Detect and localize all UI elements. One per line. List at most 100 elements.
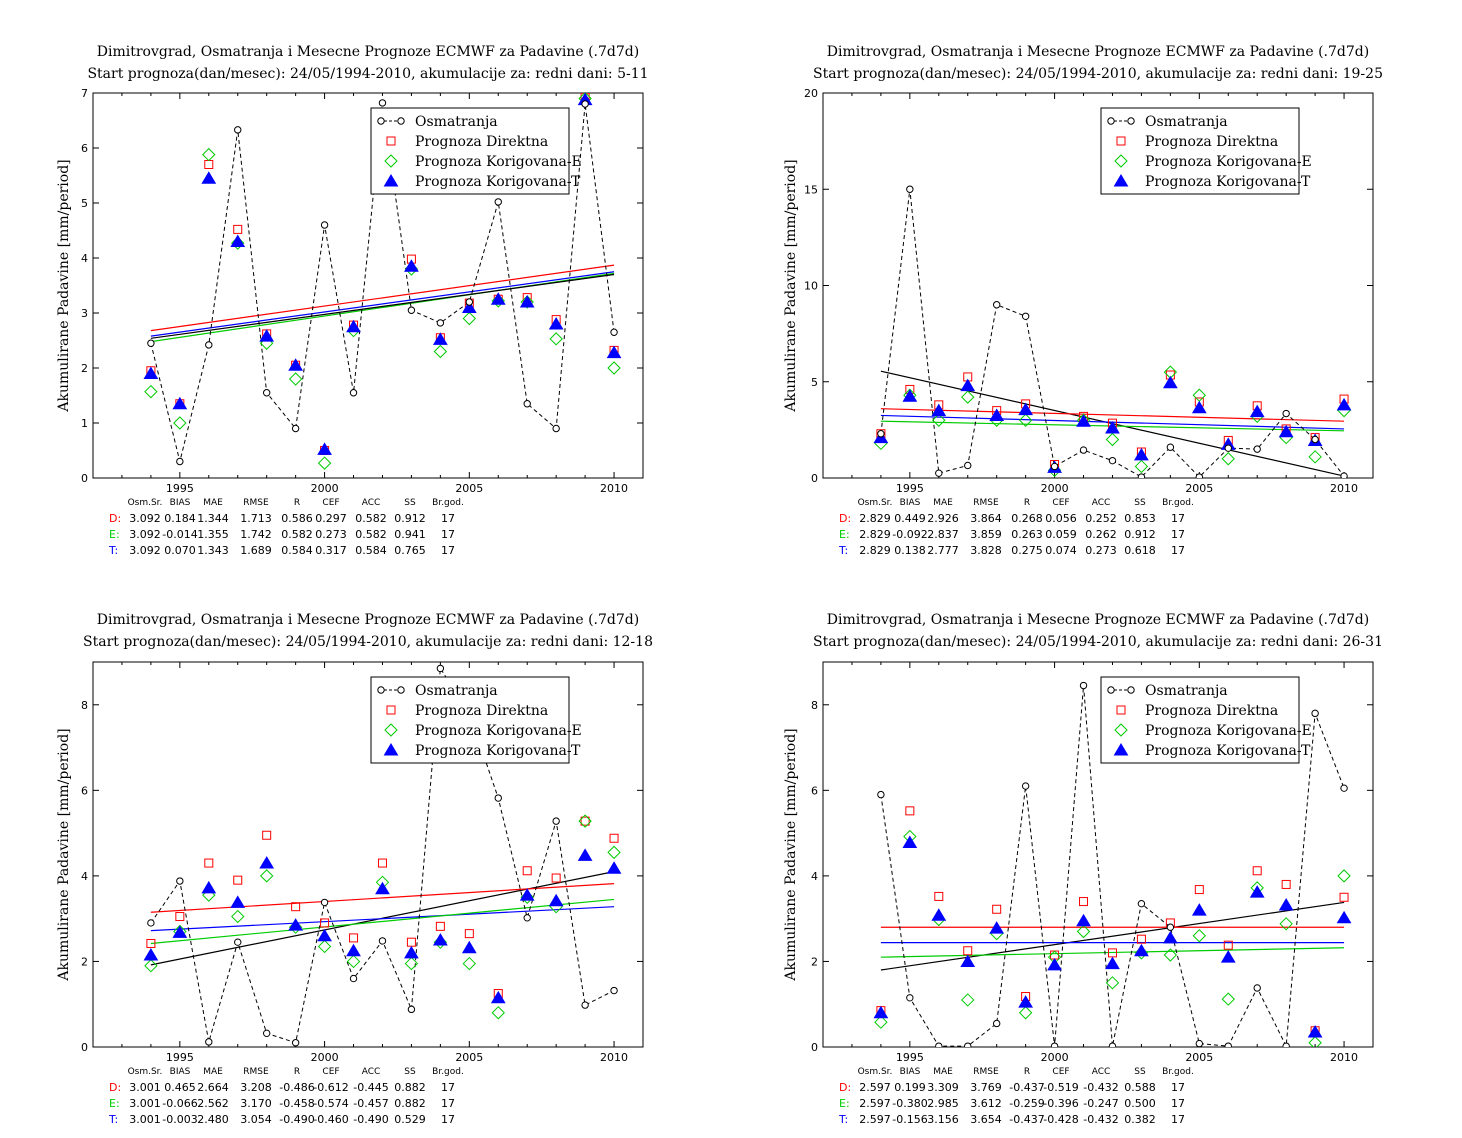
korig-t-point — [519, 295, 535, 308]
legend-label: Osmatranja — [415, 683, 498, 699]
stats-value: 0.584 — [355, 544, 387, 557]
korig-e-point — [961, 993, 975, 1007]
y-tick-label: 8 — [81, 699, 88, 712]
stats-value: 2.829 — [859, 528, 891, 541]
stats-value: 0.882 — [394, 1097, 426, 1110]
x-tick-label: 2005 — [455, 482, 483, 495]
stats-header: SS — [404, 498, 416, 508]
direct-point — [1050, 950, 1060, 960]
trend-line-korig-e — [150, 898, 615, 945]
observed-point — [262, 1029, 271, 1038]
stats-header: ACC — [362, 1067, 381, 1077]
korig-e-point — [433, 344, 448, 359]
observed-point — [906, 994, 914, 1002]
direct-point — [522, 866, 532, 876]
trend-line-direct — [150, 264, 615, 332]
observed-point — [906, 185, 914, 193]
stats-header: SS — [1134, 498, 1146, 508]
korig-t-point — [902, 835, 918, 849]
stats-header: BIAS — [900, 1067, 921, 1077]
stats-header: Br.god. — [432, 498, 464, 508]
observed-point — [1195, 473, 1204, 478]
korig-t-point — [404, 259, 419, 272]
chart-subtitle: Start prognoza(dan/mesec): 24/05/1994-20… — [87, 66, 648, 82]
stats-value: 2.985 — [927, 1097, 959, 1110]
stats-value: 0.765 — [394, 544, 426, 557]
y-tick-label: 20 — [804, 87, 818, 100]
y-tick-label: 2 — [811, 955, 818, 968]
legend: Osmatranja Prognoza Direktna Prognoza Kori… — [370, 107, 582, 195]
stats-row-label: D: — [109, 1081, 121, 1094]
observed-point — [552, 424, 560, 433]
stats-row-label: T: — [108, 1113, 118, 1126]
stats-value: 3.859 — [970, 528, 1002, 541]
stats-value: 17 — [1171, 512, 1185, 525]
korig-t-point — [519, 888, 535, 901]
observed-point — [1079, 446, 1088, 454]
korig-t-point — [143, 948, 159, 961]
x-tick-label: 1995 — [896, 482, 924, 495]
korig-e-point — [932, 413, 946, 427]
observed-point — [1282, 1042, 1290, 1047]
legend-marker — [1113, 743, 1129, 756]
legend-label: Prognoza Korigovana-T — [415, 174, 581, 190]
direct-point — [963, 946, 973, 956]
observed-point — [964, 1042, 972, 1047]
korig-e-point — [462, 956, 477, 971]
plot-area — [873, 185, 1352, 478]
stats-value: -0.486 — [279, 1081, 314, 1094]
stats-value: 0.582 — [281, 528, 313, 541]
stats-row-label: D: — [839, 512, 851, 525]
x-tick-label: 1995 — [166, 482, 194, 495]
stats-value: 0.912 — [394, 512, 426, 525]
legend-marker — [1116, 136, 1126, 146]
direct-point — [609, 833, 619, 843]
trend-line-trend-black — [150, 273, 615, 339]
korig-t-point — [288, 358, 304, 371]
stats-value: 0.268 — [1011, 512, 1043, 525]
observed-point — [1282, 409, 1290, 418]
korig-e-point — [1337, 869, 1351, 883]
observed-point — [1050, 1042, 1059, 1047]
legend-marker — [1127, 117, 1135, 125]
observed-point — [992, 301, 1001, 309]
legend-marker — [377, 686, 385, 694]
stats-value: 2.829 — [859, 512, 891, 525]
korig-t-point — [1105, 420, 1120, 434]
stats-header: SS — [1134, 1067, 1146, 1077]
stats-row-label: T: — [838, 1113, 848, 1126]
direct-point — [233, 875, 243, 885]
y-tick-label: 4 — [811, 870, 818, 883]
stats-value: 0.912 — [1124, 528, 1156, 541]
korig-t-point — [606, 861, 622, 874]
korig-t-point — [873, 1005, 889, 1019]
stats-value: 3.769 — [970, 1081, 1002, 1094]
y-tick-label: 6 — [81, 784, 88, 797]
korig-e-point — [874, 1015, 888, 1029]
stats-header: Osm.Sr. — [858, 498, 893, 508]
korig-t-point — [1191, 903, 1207, 916]
observed-point — [234, 938, 242, 946]
stats-value: 3.864 — [970, 512, 1002, 525]
trend-line-korig-e — [880, 947, 1345, 958]
observed-series-line — [880, 685, 1345, 1047]
korig-t-point — [230, 234, 246, 247]
direct-point — [1252, 866, 1262, 876]
stats-value: 1.355 — [197, 528, 229, 541]
stats-value: 3.156 — [927, 1113, 959, 1126]
stats-row-label: E: — [839, 528, 850, 541]
stats-value: 0.184 — [164, 512, 196, 525]
korig-e-point — [1076, 924, 1091, 939]
stats-value: 3.208 — [240, 1081, 272, 1094]
x-tick-label: 2000 — [1041, 482, 1069, 495]
stats-header: Osm.Sr. — [858, 1067, 893, 1077]
stats-value: 3.054 — [240, 1113, 272, 1126]
stats-value: -0.432 — [1083, 1113, 1118, 1126]
chart-panel-2: Dimitrovgrad, Osmatranja i Mesecne Progn… — [783, 44, 1383, 557]
korig-e-point — [259, 869, 274, 883]
stats-header: Br.god. — [1162, 498, 1194, 508]
plot-area — [143, 664, 622, 1047]
korig-t-point — [1278, 897, 1294, 911]
direct-point — [435, 921, 445, 931]
legend: Osmatranja Prognoza Direktna Prognoza Kori… — [370, 676, 582, 764]
